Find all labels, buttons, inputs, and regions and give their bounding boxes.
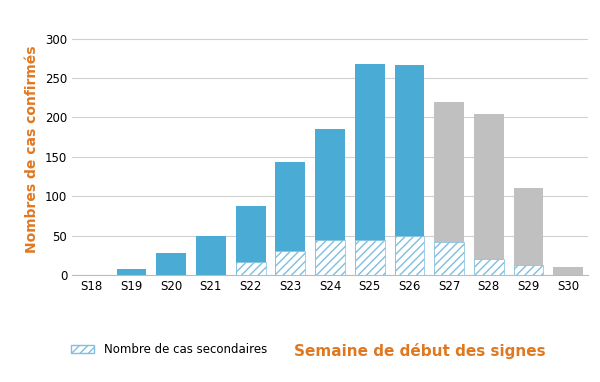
Bar: [553, 267, 583, 275]
Legend: Nombre de cas secondaires: Nombre de cas secondaires: [66, 338, 272, 361]
Bar: [236, 206, 265, 275]
Bar: [514, 265, 544, 275]
Text: Semaine de début des signes: Semaine de début des signes: [294, 343, 546, 359]
Bar: [395, 236, 424, 275]
Bar: [236, 262, 265, 275]
Bar: [275, 251, 305, 275]
Y-axis label: Nombres de cas confirmés: Nombres de cas confirmés: [25, 45, 40, 253]
Bar: [275, 162, 305, 275]
Bar: [474, 259, 503, 275]
Bar: [315, 129, 345, 275]
Bar: [196, 236, 226, 275]
Bar: [474, 113, 503, 275]
Bar: [355, 64, 385, 275]
Bar: [514, 188, 544, 275]
Bar: [315, 240, 345, 275]
Bar: [434, 102, 464, 275]
Bar: [395, 65, 424, 275]
Bar: [355, 240, 385, 275]
Bar: [116, 269, 146, 275]
Bar: [157, 253, 186, 275]
Bar: [434, 242, 464, 275]
